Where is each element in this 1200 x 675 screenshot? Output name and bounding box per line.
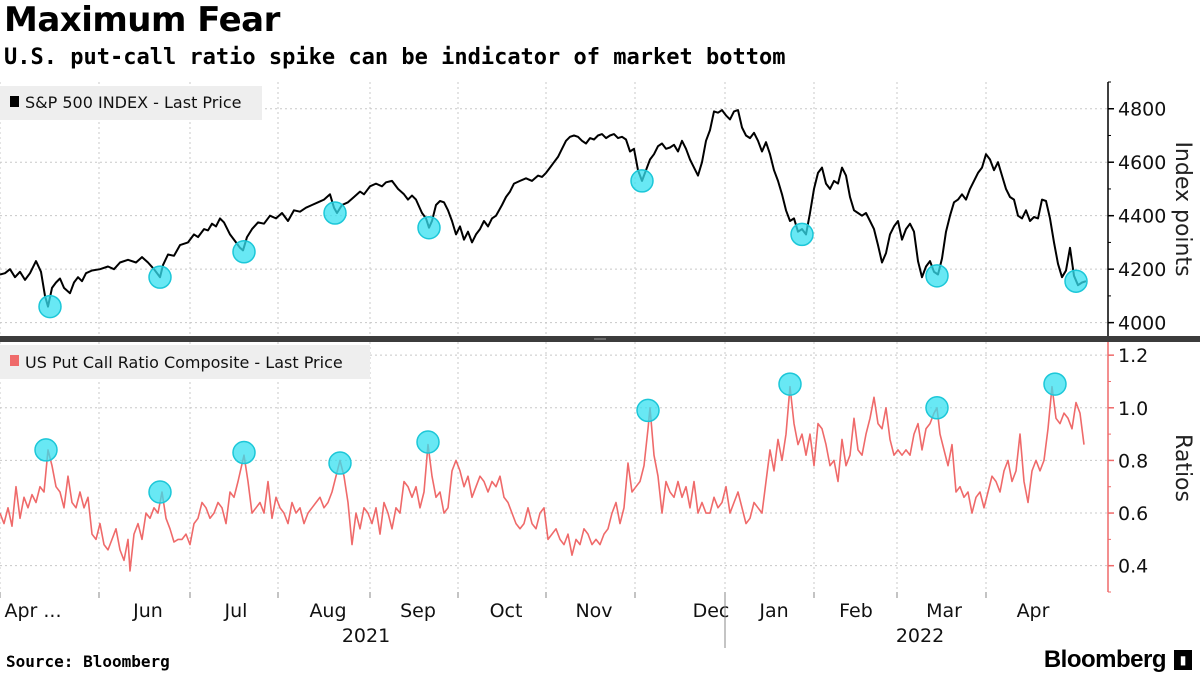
x-month-label-0: Apr ... (4, 600, 61, 622)
sp500-y-axis-title: Index points (1170, 141, 1195, 276)
source-note: Source: Bloomberg (6, 652, 170, 671)
bloomberg-terminal-icon: ▮ (1174, 650, 1192, 670)
pcr-series-line (0, 385, 1085, 572)
chart-title: Maximum Fear (4, 0, 280, 40)
sp500-highlight-marker-8 (1064, 269, 1088, 293)
sp500-ytick-label-3: 4600 (1118, 152, 1166, 174)
chart-subtitle: U.S. put-call ratio spike can be indicat… (4, 45, 786, 70)
sp500-legend-swatch (10, 96, 19, 107)
sp500-highlight-marker-3 (323, 201, 347, 225)
x-month-label-8: Jan (758, 600, 788, 622)
pcr-highlight-marker-3 (328, 451, 352, 475)
x-month-label-3: Aug (309, 600, 346, 622)
pcr-ytick-label-1: 0.6 (1118, 503, 1148, 525)
pcr-ytick-label-2: 0.8 (1118, 450, 1148, 472)
pcr-highlight-marker-8 (1043, 372, 1067, 396)
markers-layer (34, 169, 1088, 504)
bloomberg-logo-text: Bloomberg (1043, 646, 1167, 673)
sp500-series-line (0, 109, 1087, 308)
pcr-highlight-marker-7 (925, 396, 949, 420)
x-year-label-1: 2022 (896, 625, 944, 647)
pcr-highlight-marker-2 (232, 440, 256, 465)
sp500-highlight-marker-6 (790, 222, 814, 247)
x-axis: Apr ... Jun Jul Aug Sep Oct Nov Dec Jan Feb Mar Apr… (0, 592, 1050, 648)
sp500-highlight-marker-2 (232, 240, 256, 264)
sp500-legend-label: S&P 500 INDEX - Last Price (25, 93, 241, 112)
pcr-legend-label: US Put Call Ratio Composite - Last Price (25, 353, 343, 372)
x-month-label-2: Jul (224, 600, 248, 622)
sp500-highlight-marker-7 (925, 264, 949, 288)
ticks-layer: 4000 4200 4400 4600 4800 0.4 0.6 0.8 1.0 1.2 (1108, 81, 1166, 593)
sp500-ytick-label-1: 4200 (1118, 259, 1166, 281)
sp500-highlight-marker-4 (417, 215, 441, 240)
x-year-label-0: 2021 (342, 625, 390, 647)
pcr-highlight-marker-1 (148, 480, 172, 504)
sp500-highlight-marker-1 (148, 265, 172, 289)
x-month-label-9: Feb (839, 600, 873, 622)
sp500-legend-box (0, 86, 262, 120)
lines-layer (0, 109, 1087, 572)
x-month-label-6: Nov (575, 600, 612, 622)
x-month-label-10: Mar (926, 600, 962, 622)
pcr-y-axis-title: Ratios (1170, 434, 1195, 502)
sp500-highlight-marker-5 (630, 169, 654, 193)
pcr-highlight-marker-0 (34, 438, 58, 462)
pcr-ytick-label-3: 1.0 (1118, 398, 1148, 420)
pcr-legend-box (0, 345, 370, 379)
pcr-ytick-label-0: 0.4 (1118, 556, 1148, 578)
pcr-legend-swatch (10, 355, 19, 366)
sp500-ytick-label-0: 4000 (1118, 313, 1166, 335)
sp500-ytick-label-4: 4800 (1118, 99, 1166, 121)
pcr-highlight-marker-5 (636, 398, 660, 423)
x-month-label-5: Oct (490, 600, 523, 622)
x-month-label-7: Dec (693, 600, 730, 622)
x-month-label-1: Jun (132, 600, 163, 622)
sp500-highlight-marker-0 (38, 294, 62, 319)
pcr-ytick-label-4: 1.2 (1118, 345, 1148, 367)
sp500-ytick-label-2: 4400 (1118, 206, 1166, 228)
pcr-highlight-marker-4 (416, 430, 440, 454)
pcr-highlight-marker-6 (778, 372, 802, 396)
x-month-label-4: Sep (400, 600, 436, 622)
x-month-label-11: Apr (1017, 600, 1050, 622)
